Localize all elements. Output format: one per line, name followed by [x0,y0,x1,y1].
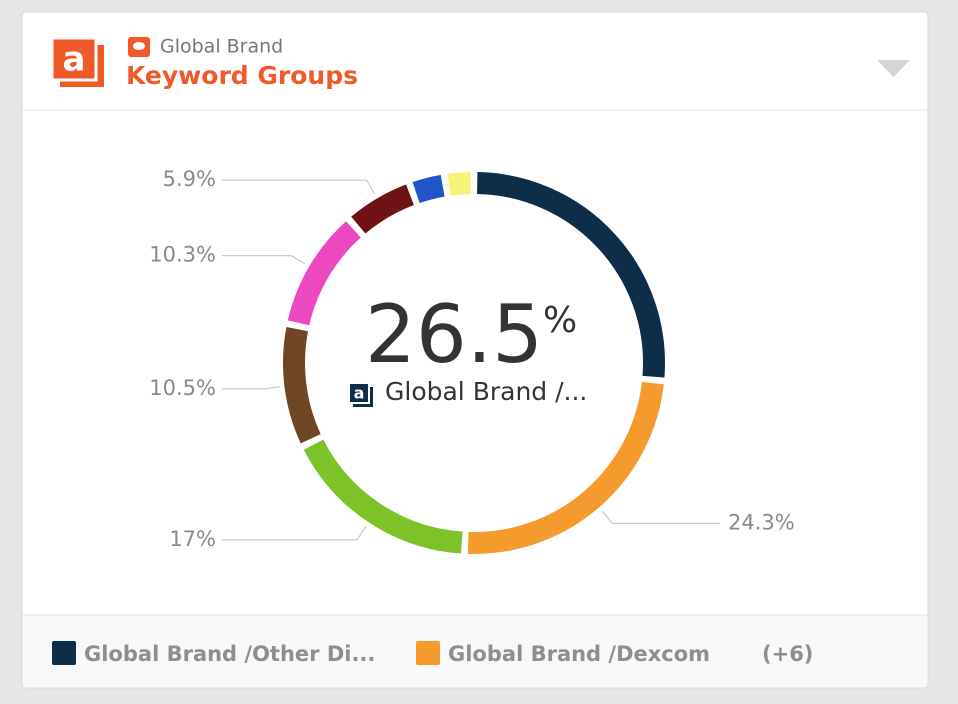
donut-segment[interactable] [467,381,664,554]
donut-segment[interactable] [287,221,361,326]
legend-label[interactable]: Global Brand /Other Di... [84,642,375,666]
legend-swatch[interactable] [52,641,76,665]
center-icon: a [348,382,373,407]
svg-text:a: a [354,384,365,403]
footer [23,615,927,687]
donut-segment[interactable] [412,174,445,204]
leader-line [222,386,280,390]
donut-segment[interactable] [303,439,463,554]
value-label: 5.9% [163,167,216,191]
value-label: 24.3% [728,510,795,534]
donut-segment[interactable] [447,172,472,196]
legend-label[interactable]: Global Brand /Dexcom [448,642,710,666]
center-value: 26.5 [365,288,543,381]
donut-segment[interactable] [351,184,415,234]
value-label: 10.3% [149,243,216,267]
donut-segment[interactable] [476,172,665,378]
leader-line [601,510,720,524]
legend-swatch[interactable] [416,641,440,665]
header-subtitle: Global Brand [160,36,283,58]
center-name: Global Brand /... [385,377,587,406]
brand-icon: a [50,36,104,87]
dropdown-toggle[interactable] [877,60,910,77]
header-title[interactable]: Keyword Groups [126,61,358,90]
small-icon [128,37,150,57]
leader-line [222,526,367,541]
donut-segment[interactable] [283,327,321,444]
center-unit: % [543,300,577,341]
value-label: 17% [169,527,216,551]
value-label: 10.5% [149,376,216,400]
card [21,11,929,689]
svg-text:a: a [63,40,86,80]
leader-line [222,179,376,195]
legend-more[interactable]: (+6) [762,642,813,666]
leader-line [222,255,306,265]
